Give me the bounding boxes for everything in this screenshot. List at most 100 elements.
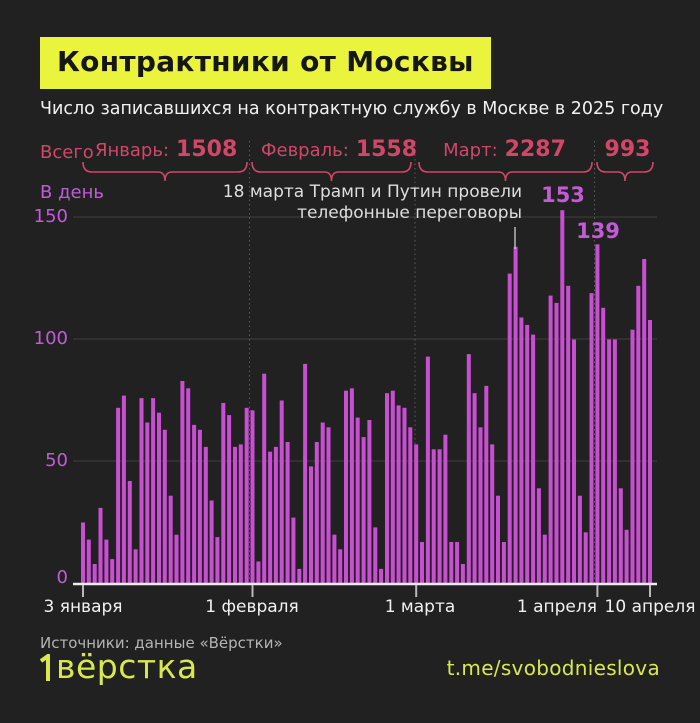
bar-day-85 — [572, 339, 576, 584]
bar-day-39 — [303, 363, 308, 584]
bar-day-73 — [501, 542, 506, 584]
bar-day-80 — [542, 534, 547, 584]
peak-value-label-139: 139 — [576, 219, 620, 243]
y-tick-50: 50 — [45, 450, 68, 471]
x-tick-mar1: 1 марта — [384, 597, 456, 617]
bar-day-65 — [455, 542, 460, 584]
bar-day-12 — [145, 422, 150, 584]
verstka-logo: вёрстка — [40, 650, 198, 683]
totals-label: Всего — [40, 142, 94, 163]
bar-day-28 — [238, 444, 243, 584]
bar-day-67 — [466, 354, 471, 584]
bar-day-90 — [601, 307, 606, 584]
total-february-value: 1558 — [355, 137, 418, 162]
bar-day-88 — [589, 293, 594, 584]
bar-day-64 — [449, 542, 454, 584]
bar-day-45 — [338, 549, 343, 584]
bar-day-11 — [139, 398, 144, 584]
bar-day-78 — [531, 334, 536, 584]
bar-day-55 — [396, 405, 401, 584]
bar-day-5 — [104, 539, 109, 584]
bar-day-26 — [227, 415, 232, 584]
bar-day-57 — [408, 427, 413, 584]
bar-day-36 — [285, 442, 290, 584]
y-tick-100: 100 — [33, 328, 68, 349]
bar-day-48 — [355, 417, 360, 584]
bar-day-98 — [648, 320, 652, 584]
bar-day-2 — [86, 539, 91, 584]
total-january-value: 1508 — [176, 137, 238, 162]
x-tick-apr1: 1 апреля — [516, 597, 597, 617]
page-title: Контрактники от Москвы — [40, 37, 491, 89]
bar-day-40 — [309, 466, 313, 584]
bar-day-87 — [583, 532, 588, 584]
bar-day-49 — [361, 437, 366, 584]
bar-day-53 — [385, 393, 389, 584]
bar-day-21 — [197, 429, 202, 584]
bar-day-95 — [630, 329, 635, 584]
bar-day-68 — [472, 393, 477, 584]
bar-day-8 — [121, 395, 126, 584]
bar-day-61 — [431, 449, 436, 584]
bar-day-76 — [519, 317, 524, 584]
total-march: Март: 2287 — [432, 137, 577, 162]
bar-day-66 — [460, 564, 465, 584]
annotation-line-2: телефонные переговоры — [297, 203, 522, 223]
bar-day-16 — [168, 495, 173, 584]
bar-day-33 — [268, 451, 273, 584]
bar-day-3 — [92, 564, 97, 584]
month-divider-lines — [249, 141, 595, 583]
bar-day-63 — [443, 434, 448, 584]
bar-day-74 — [507, 273, 512, 584]
bar-day-79 — [536, 488, 541, 584]
bar-day-13 — [151, 398, 156, 584]
telegram-link: t.me/svobodnieslova — [446, 656, 660, 680]
bar-day-96 — [636, 285, 641, 584]
bar-day-52 — [379, 568, 384, 584]
bar-day-19 — [186, 388, 191, 584]
bar-day-41 — [314, 442, 319, 584]
total-april-value: 993 — [604, 137, 651, 162]
bar-day-1 — [81, 522, 85, 584]
bar-day-37 — [291, 517, 296, 584]
bar-day-54 — [390, 390, 395, 584]
bar-day-82 — [554, 302, 559, 584]
bar-day-71 — [490, 444, 495, 584]
bar-day-47 — [349, 388, 354, 584]
bar-day-62 — [437, 449, 442, 584]
per-day-label: В день — [40, 182, 104, 203]
bar-day-17 — [174, 534, 179, 584]
bar-day-29 — [244, 407, 249, 584]
total-march-value: 2287 — [504, 137, 566, 162]
bar-day-32 — [262, 373, 267, 584]
bar-day-50 — [367, 420, 372, 584]
bar-day-34 — [273, 446, 278, 584]
month-bracket-3 — [418, 161, 593, 182]
page-subtitle: Число записавшихся на контрактную службу… — [40, 99, 664, 119]
annotation-line-1: 18 марта Трамп и Путин провели — [222, 182, 522, 202]
total-february: Февраль: 1558 — [261, 137, 417, 162]
bar-day-42 — [320, 422, 325, 584]
peak-value-label-153: 153 — [541, 183, 585, 207]
bar-day-7 — [116, 407, 121, 584]
bar-day-70 — [484, 385, 489, 584]
bar-day-23 — [209, 500, 214, 584]
bar-day-25 — [221, 402, 226, 584]
x-tick-apr10: 10 апреля — [604, 597, 696, 617]
bar-day-6 — [110, 559, 115, 584]
month-bracket-2 — [251, 161, 412, 182]
bar-day-44 — [332, 534, 337, 584]
bar-day-97 — [642, 259, 647, 584]
bar-day-75 — [513, 246, 518, 584]
bar-day-81 — [548, 295, 553, 584]
bar-day-94 — [624, 529, 629, 584]
bar-day-30 — [250, 410, 255, 584]
total-april: 993 — [592, 137, 656, 162]
total-january-name: Январь: — [95, 140, 170, 161]
bar-day-10 — [133, 549, 138, 584]
axis-ticks — [82, 585, 651, 597]
bar-day-31 — [256, 561, 261, 584]
bar-day-20 — [192, 424, 197, 584]
